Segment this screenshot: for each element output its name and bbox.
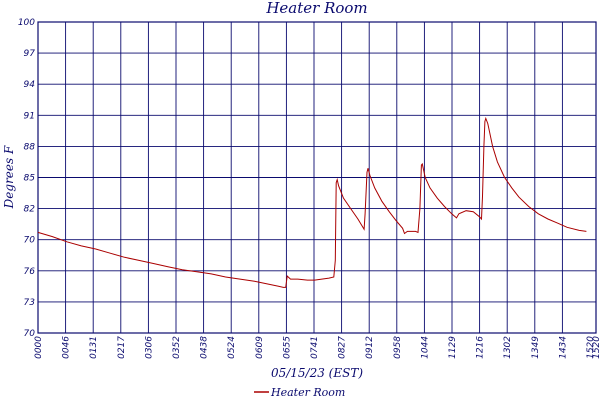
x-tick-labels: 0000 0046 0131 0217 0306 0352 0438 0524 0609 0655…: [34, 336, 600, 359]
x-tick-label: 1520: [586, 336, 596, 359]
legend: Heater Room: [254, 386, 345, 399]
x-tick-label: 1216: [476, 336, 486, 359]
y-tick-labels: 70 73 76 70 82 85 88 91 94 97 100: [18, 18, 35, 339]
legend-label: Heater Room: [270, 386, 345, 399]
x-tick-label: 1349: [531, 336, 541, 359]
y-tick-label: 70: [24, 329, 36, 339]
y-tick-label: 76: [24, 267, 36, 277]
y-tick-label: 97: [24, 49, 36, 59]
x-tick-label: 0046: [62, 336, 72, 359]
x-tick-label: 1520: [592, 336, 600, 359]
x-tick-label: 0655: [282, 336, 292, 359]
y-tick-label: 94: [24, 80, 36, 90]
x-axis-label: 05/15/23 (EST): [271, 366, 363, 380]
x-tick-label: 0352: [172, 336, 182, 359]
series-line-heater-room: [37, 116, 587, 288]
y-tick-label: 88: [24, 142, 36, 152]
x-tick-label: 1044: [420, 336, 430, 359]
y-tick-label: 73: [24, 298, 36, 308]
chart-title: Heater Room: [265, 0, 367, 17]
gridlines: [38, 22, 596, 333]
y-tick-label: 85: [24, 174, 36, 184]
y-tick-label: 82: [24, 205, 36, 215]
x-tick-label: 0958: [393, 336, 403, 359]
x-tick-label: 0438: [200, 336, 210, 359]
y-axis-label: Degrees F: [2, 145, 16, 209]
x-tick-label: 0306: [144, 336, 154, 359]
y-tick-label: 91: [24, 111, 35, 121]
y-tick-label: 100: [18, 18, 35, 28]
x-tick-label: 0000: [34, 336, 44, 359]
x-tick-label: 1129: [448, 336, 458, 359]
x-tick-label: 0609: [255, 336, 265, 359]
plot-frame: [37, 21, 597, 334]
x-tick-label: 0741: [310, 336, 320, 359]
x-tick-label: 0131: [89, 336, 99, 359]
x-tick-label: 0524: [227, 336, 237, 359]
x-tick-label: 0217: [117, 336, 127, 359]
y-tick-label: 70: [24, 236, 36, 246]
x-tick-label: 0912: [365, 336, 375, 359]
x-tick-label: 0827: [338, 336, 348, 359]
x-tick-label: 1302: [503, 336, 513, 359]
x-tick-label: 1434: [558, 336, 568, 359]
